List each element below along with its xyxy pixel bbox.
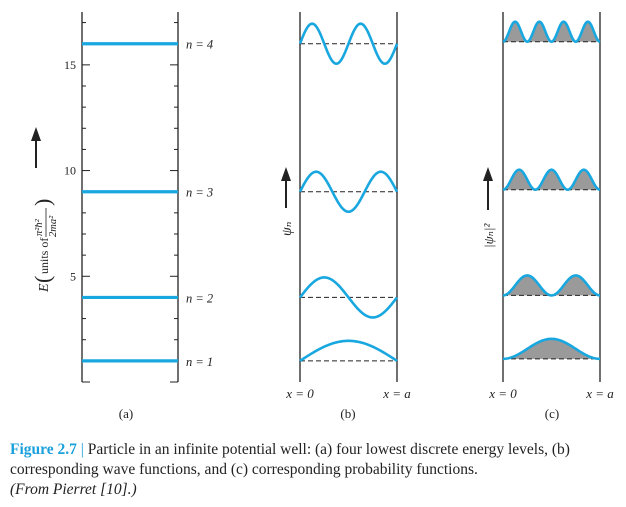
panel-c-ylabel: |ψₙ|² xyxy=(481,223,496,248)
panel-c-x-left: x = 0 xyxy=(488,386,517,401)
energy-levels: n = 1 n = 2 n = 3 n = 4 xyxy=(82,38,213,369)
panel-c-label: (c) xyxy=(545,406,559,421)
probability-function-2 xyxy=(502,274,601,297)
energy-level-label-4: n = 4 xyxy=(186,38,213,52)
wave-function-3 xyxy=(298,170,399,214)
probability-function-1 xyxy=(502,337,601,361)
panel-a-label: (a) xyxy=(119,406,133,421)
panel-b-ylabel: ψₙ xyxy=(280,221,295,236)
figure-caption: Figure 2.7 | Particle in an infinite pot… xyxy=(10,440,620,500)
ylabel-e: E xyxy=(37,283,52,293)
ylabel-open-paren: ( xyxy=(30,276,55,283)
panel-a-ylabel: E ( units of π²ħ² 2ma² ) xyxy=(30,199,59,293)
ylabel-denominator: 2ma² xyxy=(48,215,59,237)
panel-a-tick-labels: 5 10 15 xyxy=(64,58,76,283)
probability-fill-3 xyxy=(503,169,600,190)
panel-b-x-right: x = a xyxy=(382,386,411,401)
probability-function-3 xyxy=(502,168,601,192)
wave-function-1 xyxy=(299,339,398,362)
wave-function-2 xyxy=(298,276,399,319)
tick-label-15: 15 xyxy=(64,58,76,72)
panel-c-x-right: x = a xyxy=(585,386,614,401)
panel-b-arrow xyxy=(281,167,291,208)
ylabel-numerator: π²ħ² xyxy=(34,218,45,236)
caption-source: (From Pierret [10].) xyxy=(10,481,137,498)
panel-c-probability-functions: |ψₙ|² x = 0 x = a (c) xyxy=(481,12,614,421)
tick-label-5: 5 xyxy=(70,269,76,283)
energy-level-label-2: n = 2 xyxy=(186,291,213,305)
probability-fill-2 xyxy=(503,275,600,296)
energy-level-label-3: n = 3 xyxy=(186,186,213,200)
energy-level-label-1: n = 1 xyxy=(186,355,213,369)
panel-b-label: (b) xyxy=(340,406,355,421)
caption-text: Particle in an infinite potential well: … xyxy=(10,441,570,478)
caption-figure-label: Figure 2.7 xyxy=(10,441,77,458)
panel-a-ticks xyxy=(82,22,178,383)
probability-curves xyxy=(502,20,601,361)
panel-b-wave-functions: ψₙ x = 0 x = a (b) xyxy=(280,12,411,421)
wave-function-curves xyxy=(298,22,399,362)
probability-function-4 xyxy=(502,20,601,44)
ylabel-close-paren: ) xyxy=(30,199,55,206)
wave-function-4 xyxy=(298,22,399,66)
panel-b-x-left: x = 0 xyxy=(285,386,314,401)
tick-label-10: 10 xyxy=(64,164,76,178)
probability-fill-1 xyxy=(503,338,600,359)
panel-c-arrow xyxy=(483,167,493,210)
caption-separator: | xyxy=(80,441,84,458)
panel-a-arrow xyxy=(31,127,41,168)
panel-a-energy-levels: 5 10 15 n = 1 n = 2 n = 3 n = 4 E ( units of … xyxy=(30,12,213,421)
ylabel-units: units of xyxy=(37,238,51,274)
